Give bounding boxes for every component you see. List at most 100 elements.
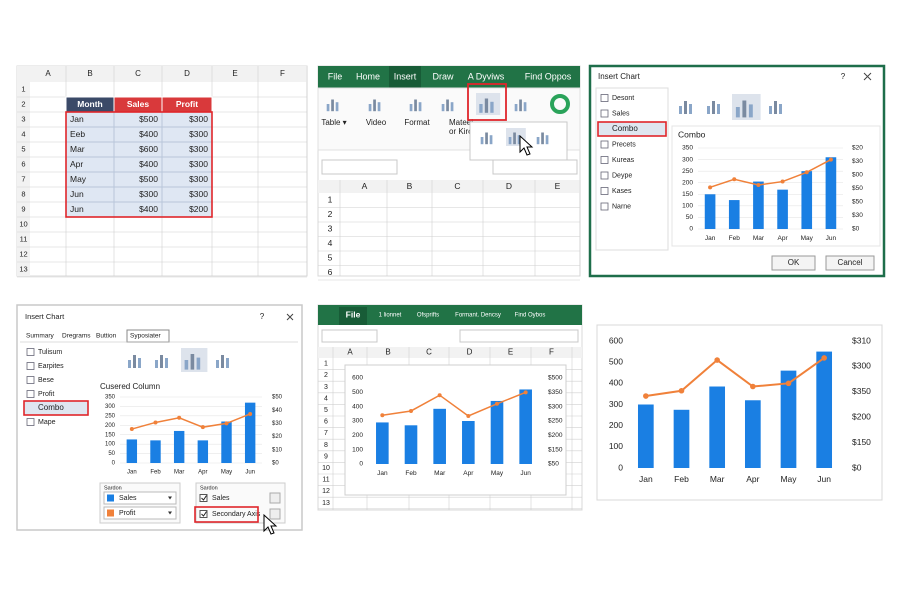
series-row	[103, 506, 177, 520]
bar	[150, 440, 161, 463]
table-cell-text: Jun	[70, 204, 84, 214]
chart-type[interactable]: Profit	[38, 391, 54, 398]
selection-outline	[65, 111, 213, 218]
table-cell-text: $400	[139, 159, 158, 169]
help-button[interactable]: ?	[841, 72, 846, 81]
chart-type[interactable]: Narne	[612, 203, 631, 210]
y-tick-label: 200	[682, 179, 693, 186]
chart-type[interactable]: Precets	[612, 141, 636, 148]
chart-type[interactable]: Desont	[612, 95, 634, 102]
ribbon-tab[interactable]: Formant. Dencsy	[455, 313, 501, 319]
chart-icon-bar	[519, 99, 522, 112]
ribbon-tab[interactable]: 1 lionnet	[379, 313, 402, 319]
bar	[637, 404, 654, 468]
chart-type[interactable]: Sales	[612, 110, 630, 117]
option-label[interactable]: Secondary Axis	[212, 511, 261, 518]
chart-type[interactable]: Mape	[38, 419, 56, 426]
y2-tick-label: $30	[852, 158, 863, 165]
dialog-tab[interactable]: Syposiater	[130, 333, 162, 340]
chart-icon-bar	[373, 99, 376, 112]
ribbon-button-label[interactable]: Table ▾	[321, 118, 346, 127]
table-header: Profit	[176, 99, 198, 109]
y2-tick-label: $310	[852, 335, 871, 345]
column-header: C	[454, 181, 460, 191]
x-tick-label: Apr	[198, 470, 207, 476]
table-cell-text: $400	[139, 204, 158, 214]
chart-icon-bar	[414, 99, 417, 112]
chart-icon-bar	[712, 101, 715, 114]
row-header: 2	[21, 99, 25, 108]
line-point	[523, 390, 528, 395]
series-name[interactable]: Sales	[119, 495, 137, 502]
y-tick-label: 150	[105, 432, 116, 438]
y2-tick-label: $150	[548, 446, 563, 453]
bar	[433, 408, 446, 464]
chart-type[interactable]: Bese	[38, 377, 54, 384]
x-tick-label: Apr	[746, 474, 759, 484]
chart-type[interactable]: Kureas	[612, 157, 635, 164]
dialog-tab[interactable]: Buttion	[96, 333, 117, 340]
help-button[interactable]: ?	[260, 312, 265, 321]
row-header: 1	[328, 194, 333, 204]
chart-type[interactable]: Tulisum	[38, 349, 62, 356]
ribbon-button-label[interactable]: or Kirc.	[449, 127, 474, 136]
row-header: 5	[324, 407, 328, 414]
selected-type	[597, 121, 667, 137]
checkbox[interactable]	[199, 494, 208, 502]
ribbon-button-label[interactable]: Video	[366, 118, 387, 127]
dialog-tab[interactable]: Summary	[26, 333, 55, 340]
ribbon-button-label[interactable]: Mateel	[449, 118, 473, 127]
ribbon-tab[interactable]: Find Oppos	[525, 71, 572, 81]
chart-icon-bar	[409, 104, 413, 112]
close-button[interactable]	[286, 313, 294, 321]
option-label[interactable]: Sales	[212, 495, 230, 502]
close-button[interactable]	[863, 72, 872, 81]
chart-icon-bar	[480, 137, 484, 145]
row-header: 12	[322, 488, 330, 495]
series-name[interactable]: Profit	[119, 510, 135, 517]
column-header: B	[407, 181, 413, 191]
chart-icon-bar	[513, 132, 516, 145]
y2-tick-label: $50	[852, 185, 863, 192]
ribbon-tab[interactable]: Find Oybos	[515, 313, 546, 319]
dialog-button-label[interactable]: OK	[788, 258, 800, 267]
checkbox[interactable]	[199, 510, 208, 518]
line-point	[643, 393, 649, 399]
ribbon-tab[interactable]: Ofsprifts	[417, 313, 439, 319]
chart-icon-bar	[221, 355, 224, 368]
chart-type[interactable]: Combo	[612, 124, 638, 133]
chart-type[interactable]: Earpites	[38, 363, 64, 370]
type-icon	[600, 202, 609, 211]
dialog-button-label[interactable]: Cancel	[838, 258, 863, 267]
x-tick-label: Feb	[674, 474, 689, 484]
ribbon-tab[interactable]: Insert	[394, 71, 417, 81]
ribbon-tab[interactable]: File	[328, 71, 343, 81]
dialog-tab[interactable]: Dregrams	[62, 333, 91, 340]
table-cell-text: $300	[189, 174, 208, 184]
line-point	[756, 183, 761, 188]
ribbon-tab[interactable]: Draw	[432, 71, 454, 81]
row-header: 13	[322, 500, 330, 507]
ribbon-tab[interactable]: File	[346, 309, 361, 319]
line-point	[714, 357, 720, 363]
type-icon	[600, 94, 609, 102]
y2-tick-label: $30	[272, 421, 283, 427]
ribbon-button-label[interactable]: Format	[404, 118, 430, 127]
chart-type[interactable]: Combo	[38, 403, 64, 412]
y-tick-label: 300	[352, 418, 363, 425]
type-icon	[26, 390, 35, 398]
ribbon-tab[interactable]: Home	[356, 71, 380, 81]
line-point	[380, 413, 385, 418]
column-header: F	[549, 348, 554, 357]
bar	[173, 430, 185, 463]
chart-type[interactable]: Kases	[612, 188, 632, 195]
chart-icon-bar	[779, 104, 782, 114]
ribbon-tab[interactable]: A Dyviws	[468, 71, 505, 81]
y-tick-label: 250	[682, 168, 693, 175]
type-icon	[600, 187, 609, 195]
bar	[728, 200, 740, 229]
type-icon	[600, 109, 609, 118]
chart-icon-bar	[418, 102, 422, 112]
chart-type[interactable]: Deype	[612, 172, 632, 179]
